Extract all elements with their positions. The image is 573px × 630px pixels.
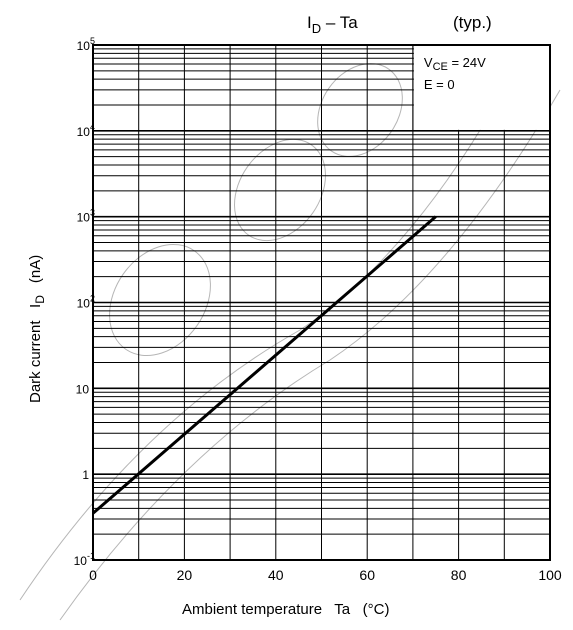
y-tick-label: 103 — [77, 208, 95, 225]
annotation-text: VCE = 24V — [424, 55, 486, 73]
x-tick-label: 60 — [359, 567, 375, 583]
annotation-text: E = 0 — [424, 77, 455, 92]
legend-box — [413, 46, 549, 130]
watermark — [19, 59, 561, 621]
y-tick-label: 1 — [82, 468, 89, 482]
y-tick-label: 10-1 — [74, 551, 95, 568]
series-layer — [92, 215, 437, 515]
y-tick-label: 104 — [77, 122, 95, 139]
x-tick-label: 0 — [89, 567, 97, 583]
x-tick-label: 40 — [268, 567, 284, 583]
series-line — [92, 215, 437, 515]
chart-title: ID – Ta — [307, 13, 358, 36]
y-tick-label: 10 — [76, 382, 90, 396]
x-tick-label: 100 — [538, 567, 562, 583]
annotations: VCE = 24V E = 0 — [412, 45, 486, 131]
x-tick-labels: 0 20 40 60 80 100 — [89, 567, 562, 583]
x-tick-label: 20 — [177, 567, 193, 583]
x-axis-label: Ambient temperature Ta (°C) — [182, 601, 389, 618]
y-tick-label: 105 — [77, 36, 95, 53]
y-axis-label: Dark current ID(nA) — [27, 255, 47, 403]
y-tick-label: 102 — [77, 294, 95, 311]
plot-frame — [92, 44, 551, 561]
grid — [93, 45, 550, 560]
x-tick-label: 80 — [451, 567, 467, 583]
y-tick-labels: 10-1 1 10 102 103 104 105 — [74, 36, 95, 568]
chart-subtitle: (typ.) — [453, 13, 492, 32]
